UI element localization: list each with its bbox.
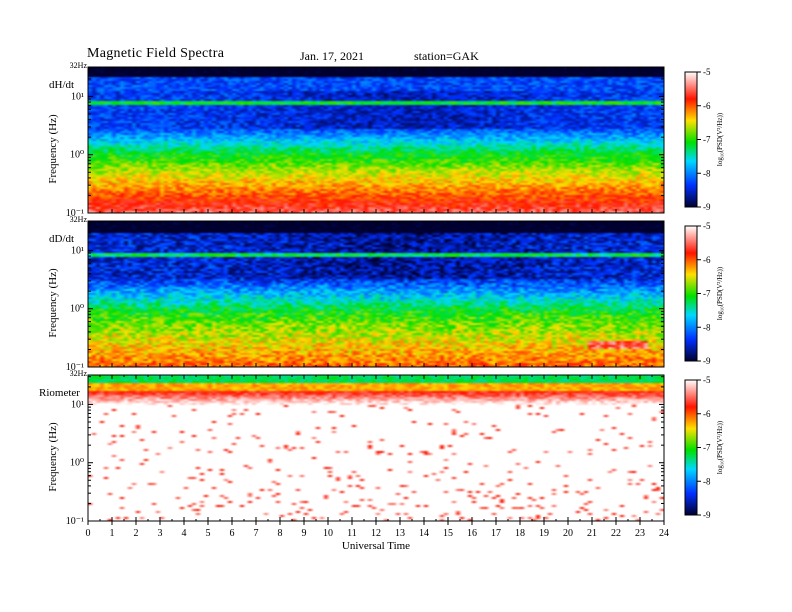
y-tick-label: 10¹ [71,245,84,256]
colorbar-tick-label: -6 [703,101,711,111]
colorbar: -5 -6 -7 -8 -9 log₁₀(PSD(V²/Hz)) [684,67,724,212]
x-tick-label: 16 [467,528,477,539]
x-tick-label: 18 [515,528,525,539]
y-tick-label: 10¹ [71,399,84,410]
colorbar-label: log₁₀(PSD(V²/Hz)) [716,266,724,320]
x-tick-label: 17 [491,528,501,539]
x-tick-label: 3 [158,528,163,539]
colorbar-scale [684,379,698,516]
chart-title: Magnetic Field Spectra [87,46,225,61]
y-tick-label: 10⁰ [70,458,84,469]
spectrogram-image [88,375,664,521]
x-tick-label: 9 [302,528,307,539]
colorbar-label: log₁₀(PSD(V²/Hz)) [716,112,724,166]
x-axis-label: Universal Time [342,540,410,552]
colorbar-tick-label: -9 [703,510,711,520]
colorbar-tick-label: -5 [703,375,711,385]
y-tick-label: 10⁰ [70,150,84,161]
x-tick-label: 20 [563,528,573,539]
colorbar-tick-label: -7 [703,135,711,145]
y-axis-label: Frequency (Hz) [47,114,59,184]
station-label: station=GAK [414,49,479,63]
colorbar-tick-label: -5 [703,67,711,77]
colorbar-scale [684,225,698,362]
colorbar-tick-label: -8 [703,322,711,332]
y-tick-label: 10⁰ [70,304,84,315]
colorbar-tick-label: -9 [703,202,711,212]
colorbar-tick-label: -6 [703,255,711,265]
colorbar-tick-label: -6 [703,409,711,419]
spectrogram-image [88,221,664,367]
x-tick-label: 10 [323,528,333,539]
panel-label: dD/dt [49,233,74,245]
colorbar-tick-label: -7 [703,289,711,299]
x-tick-label: 22 [611,528,621,539]
y-axis-label: Frequency (Hz) [47,422,59,492]
x-tick-label: 0 [86,528,91,539]
top-frequency-label: 32Hz [70,369,88,378]
x-tick-label: 24 [659,528,669,539]
colorbar-tick-label: -8 [703,476,711,486]
y-tick-label: 10⁻¹ [66,362,84,373]
colorbar-tick-label: -8 [703,168,711,178]
colorbar: -5 -6 -7 -8 -9 log₁₀(PSD(V²/Hz)) [684,221,724,366]
colorbar-label: log₁₀(PSD(V²/Hz)) [716,420,724,474]
colorbar-scale [684,71,698,208]
top-frequency-label: 32Hz [70,61,88,70]
x-tick-label: 19 [539,528,549,539]
x-tick-label: 11 [347,528,357,539]
spectrogram-panel-3: 10¹ 10⁰ 10⁻¹ 32Hz Riometer Frequency (Hz) -5 -6… [39,369,724,527]
x-tick-label: 14 [419,528,429,539]
x-tick-label: 2 [134,528,139,539]
x-tick-label: 15 [443,528,453,539]
x-tick-label: 23 [635,528,645,539]
y-tick-label: 10⁻¹ [66,516,84,527]
colorbar-tick-label: -5 [703,221,711,231]
panel-label: Riometer [39,387,80,399]
x-tick-label: 4 [182,528,187,539]
x-tick-label: 6 [230,528,235,539]
y-tick-label: 10¹ [71,91,84,102]
x-tick-label: 1 [110,528,115,539]
x-tick-label: 5 [206,528,211,539]
colorbar-tick-label: -9 [703,356,711,366]
spectrogram-image [88,67,664,213]
colorbar: -5 -6 -7 -8 -9 log₁₀(PSD(V²/Hz)) [684,375,724,520]
y-tick-label: 10⁻¹ [66,208,84,219]
panel-label: dH/dt [49,79,74,91]
date-label: Jan. 17, 2021 [300,49,364,63]
colorbar-tick-label: -7 [703,443,711,453]
x-tick-label: 13 [395,528,405,539]
y-axis-label: Frequency (Hz) [47,268,59,338]
x-tick-label: 8 [278,528,283,539]
x-tick-label: 21 [587,528,597,539]
top-frequency-label: 32Hz [70,215,88,224]
x-tick-label: 12 [371,528,381,539]
x-tick-label: 7 [254,528,259,539]
